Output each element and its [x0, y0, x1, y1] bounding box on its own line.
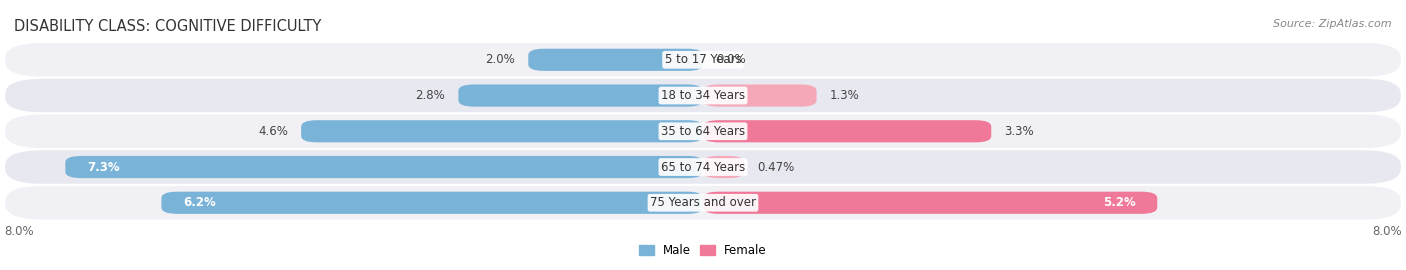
FancyBboxPatch shape — [65, 156, 703, 178]
Text: 5 to 17 Years: 5 to 17 Years — [665, 53, 741, 66]
Text: 0.47%: 0.47% — [758, 161, 794, 174]
FancyBboxPatch shape — [4, 42, 1402, 78]
Text: 1.3%: 1.3% — [830, 89, 859, 102]
Text: 35 to 64 Years: 35 to 64 Years — [661, 125, 745, 138]
FancyBboxPatch shape — [4, 185, 1402, 221]
Text: 7.3%: 7.3% — [87, 161, 120, 174]
Legend: Male, Female: Male, Female — [634, 239, 772, 262]
FancyBboxPatch shape — [4, 149, 1402, 185]
Text: 8.0%: 8.0% — [4, 225, 34, 238]
Text: 3.3%: 3.3% — [1004, 125, 1033, 138]
Text: 6.2%: 6.2% — [183, 196, 217, 209]
Text: 8.0%: 8.0% — [1372, 225, 1402, 238]
Text: 2.8%: 2.8% — [416, 89, 446, 102]
FancyBboxPatch shape — [4, 113, 1402, 149]
FancyBboxPatch shape — [458, 85, 703, 107]
FancyBboxPatch shape — [703, 156, 744, 178]
Text: 65 to 74 Years: 65 to 74 Years — [661, 161, 745, 174]
FancyBboxPatch shape — [301, 120, 703, 142]
Text: 0.0%: 0.0% — [716, 53, 745, 66]
Text: 2.0%: 2.0% — [485, 53, 515, 66]
FancyBboxPatch shape — [4, 78, 1402, 113]
FancyBboxPatch shape — [162, 192, 703, 214]
Text: 75 Years and over: 75 Years and over — [650, 196, 756, 209]
FancyBboxPatch shape — [703, 192, 1157, 214]
Text: DISABILITY CLASS: COGNITIVE DIFFICULTY: DISABILITY CLASS: COGNITIVE DIFFICULTY — [14, 19, 322, 34]
FancyBboxPatch shape — [703, 85, 817, 107]
Text: 4.6%: 4.6% — [259, 125, 288, 138]
Text: 5.2%: 5.2% — [1102, 196, 1136, 209]
FancyBboxPatch shape — [703, 120, 991, 142]
FancyBboxPatch shape — [529, 49, 703, 71]
Text: Source: ZipAtlas.com: Source: ZipAtlas.com — [1274, 19, 1392, 29]
Text: 18 to 34 Years: 18 to 34 Years — [661, 89, 745, 102]
